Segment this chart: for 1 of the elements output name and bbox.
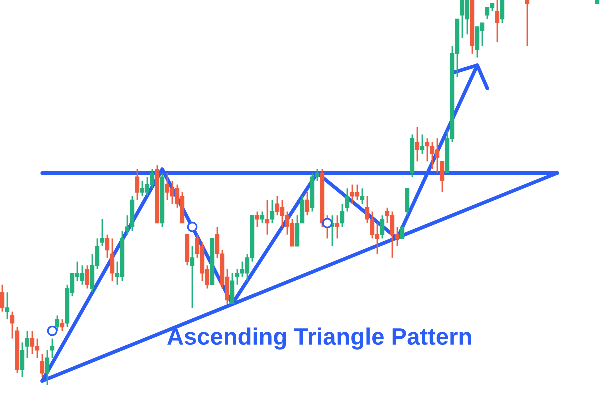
annotation: Ascending Triangle Pattern [168,328,472,350]
